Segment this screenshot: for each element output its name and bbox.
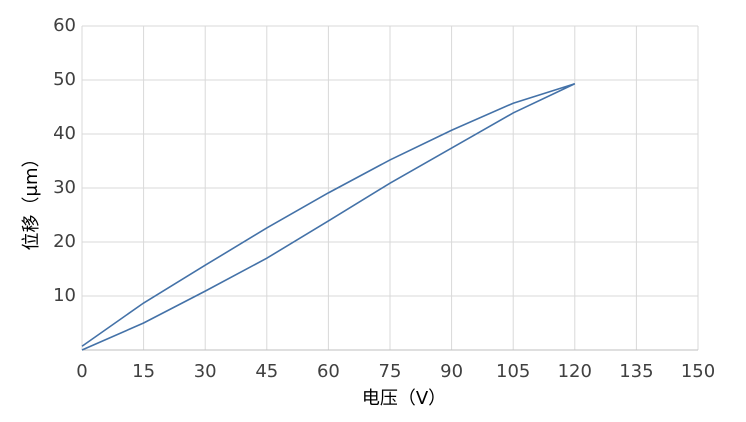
y-tick-label: 10	[53, 285, 76, 306]
x-tick-label: 75	[379, 361, 402, 382]
x-tick-label: 135	[619, 361, 653, 382]
y-tick-label: 60	[53, 15, 76, 36]
x-tick-label: 150	[681, 361, 715, 382]
x-tick-label: 90	[440, 361, 463, 382]
x-tick-label: 15	[132, 361, 155, 382]
y-axis-title: 位移（μm）	[21, 150, 42, 251]
y-tick-label: 20	[53, 231, 76, 252]
x-tick-label: 0	[76, 361, 87, 382]
x-tick-label: 30	[194, 361, 217, 382]
x-axis-title: 电压（V）	[362, 388, 446, 409]
x-tick-label: 45	[255, 361, 278, 382]
y-tick-label: 30	[53, 177, 76, 198]
x-tick-label: 120	[558, 361, 592, 382]
y-tick-label: 50	[53, 69, 76, 90]
x-tick-label: 105	[496, 361, 530, 382]
x-tick-label: 60	[317, 361, 340, 382]
y-tick-label: 40	[53, 123, 76, 144]
data-line	[81, 83, 576, 351]
